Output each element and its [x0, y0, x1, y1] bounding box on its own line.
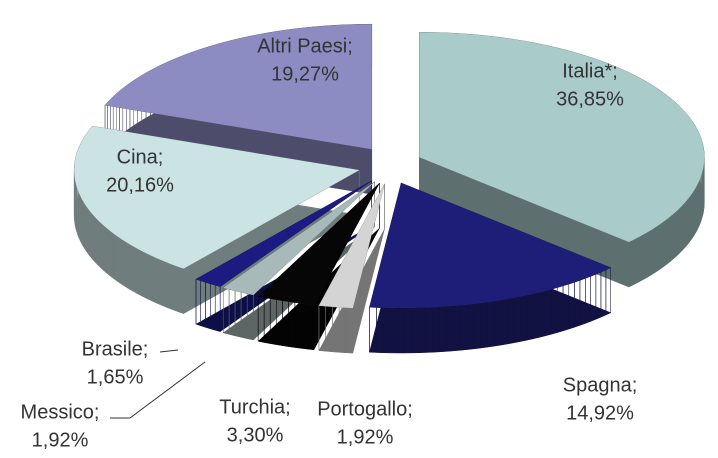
- slice-top: [196, 180, 372, 287]
- slice-value-label: 1,92%: [337, 426, 394, 448]
- slice-side: [222, 181, 375, 341]
- slice-top: [223, 181, 375, 295]
- slice-label: Messico;: [21, 401, 100, 423]
- slice-label: Turchia;: [219, 396, 291, 418]
- slice-label: Brasile;: [82, 338, 149, 360]
- slice-top: [105, 24, 372, 150]
- slice-top: [369, 182, 611, 308]
- slice-value-label: 1,65%: [87, 366, 144, 388]
- slice-top: [258, 183, 380, 305]
- slice-value-label: 20,16%: [106, 174, 174, 196]
- slice-value-label: 19,27%: [271, 63, 339, 85]
- slice-top: [419, 32, 705, 243]
- leader-line: [159, 349, 179, 353]
- slice-side: [195, 180, 372, 333]
- slice-label: Spagna;: [563, 374, 638, 396]
- slice: [257, 182, 380, 351]
- slice: [318, 183, 385, 354]
- slice-label: Italia*;: [562, 60, 618, 82]
- slice-label: Portogallo;: [317, 398, 413, 420]
- slice: [222, 181, 375, 341]
- slice-value-label: 36,85%: [556, 88, 624, 110]
- leader-line: [129, 361, 206, 419]
- slice-label: Cina;: [117, 146, 164, 168]
- slice-top: [74, 126, 360, 269]
- slice-value-label: 14,92%: [566, 402, 634, 424]
- slice: [369, 182, 611, 354]
- slice-label: Altri Paesi;: [257, 35, 353, 57]
- slice: [73, 125, 360, 315]
- slice: [195, 180, 372, 333]
- slice-top: [318, 183, 385, 309]
- slice-value-label: 1,92%: [32, 429, 89, 451]
- slice-value-label: 3,30%: [227, 424, 284, 446]
